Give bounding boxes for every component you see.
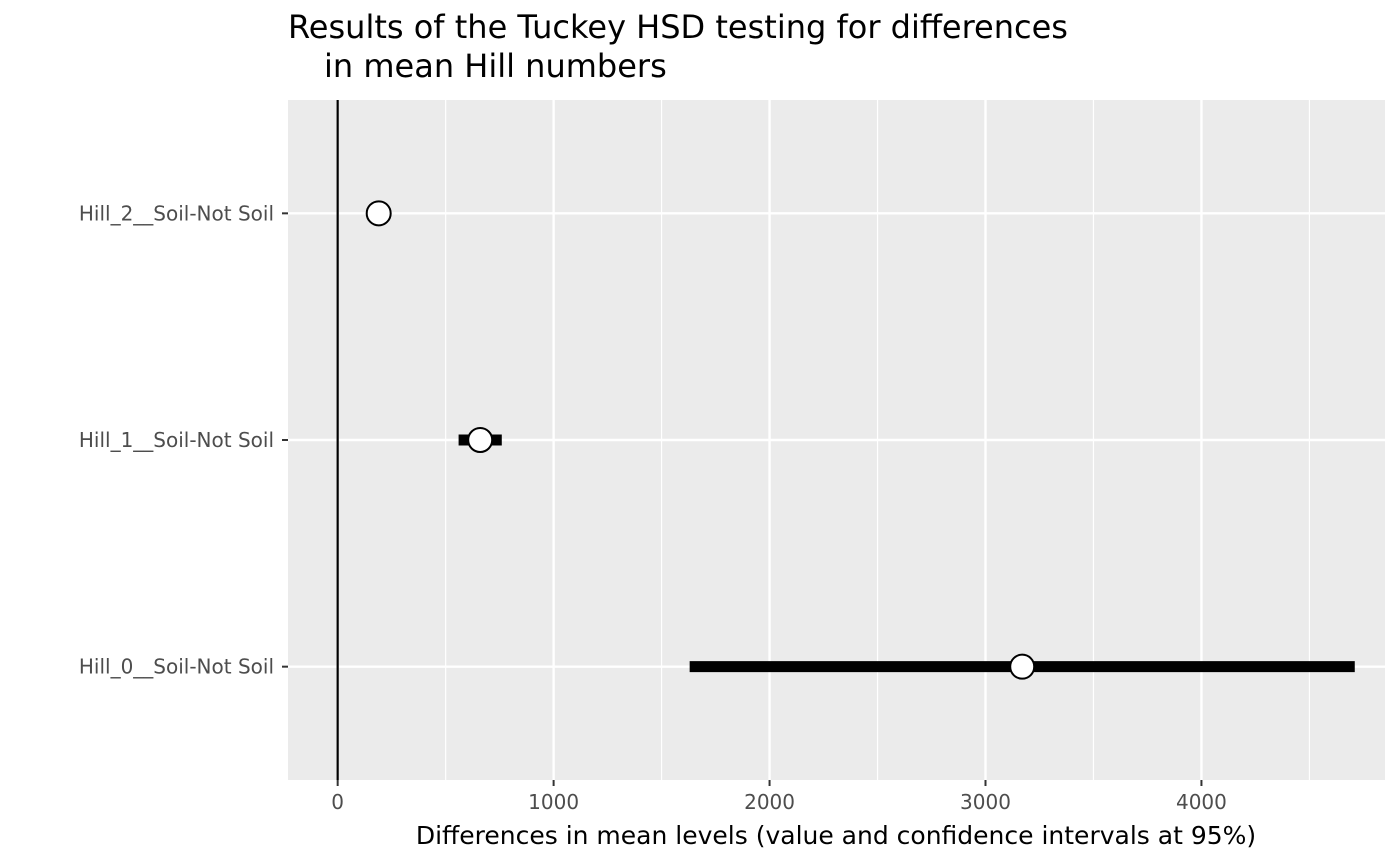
x-tick-label: 2000 (744, 790, 795, 814)
x-tick-label: 4000 (1176, 790, 1227, 814)
x-tick-label: 3000 (960, 790, 1011, 814)
mean-difference-point (1009, 653, 1036, 680)
mean-difference-point (365, 200, 392, 227)
x-tick-label: 0 (331, 790, 344, 814)
y-tick-label: Hill_2__Soil-Not Soil (79, 201, 274, 225)
mean-difference-point (467, 427, 494, 453)
y-tick-label: Hill_1__Soil-Not Soil (79, 428, 274, 452)
chart-title-line-1: Results of the Tuckey HSD testing for di… (288, 8, 1068, 46)
y-axis: Hill_2__Soil-Not Soil Hill_1__Soil-Not So… (79, 201, 288, 679)
chart-title: Results of the Tuckey HSD testing for di… (288, 8, 1068, 86)
chart-title-line-2: in mean Hill numbers (324, 47, 667, 85)
mean-difference-points (365, 200, 1036, 680)
x-axis-title: Differences in mean levels (value and co… (416, 821, 1256, 850)
x-tick-label: 1000 (528, 790, 579, 814)
y-tick-label: Hill_0__Soil-Not Soil (79, 655, 274, 679)
x-axis: 0 1000 2000 3000 4000 (331, 780, 1227, 814)
